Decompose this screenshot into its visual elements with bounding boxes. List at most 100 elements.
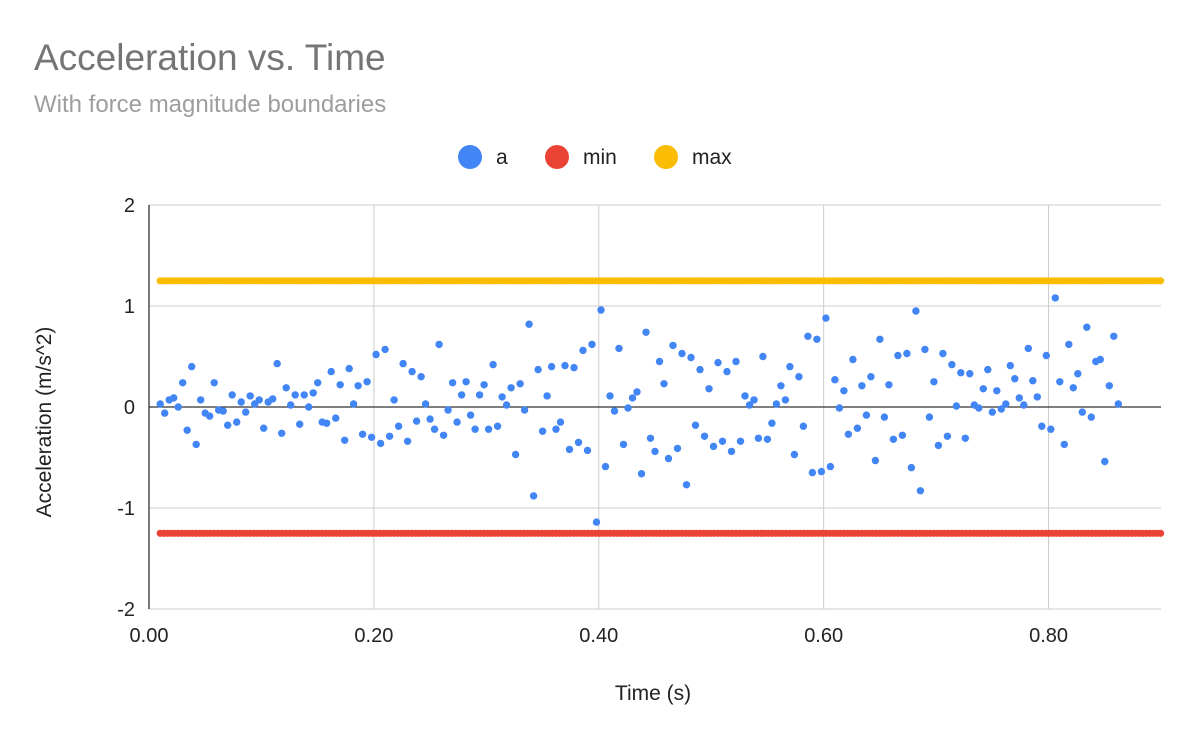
- point-a: [323, 419, 331, 427]
- point-a: [287, 401, 295, 409]
- point-a: [817, 467, 826, 476]
- point-a: [1006, 361, 1014, 370]
- point-a: [772, 400, 781, 408]
- point-a: [188, 362, 196, 371]
- chart-title: Acceleration vs. Time: [34, 37, 386, 78]
- axes: [148, 205, 1161, 609]
- grid: [149, 204, 1161, 610]
- point-a: [475, 391, 484, 399]
- point-a: [1002, 400, 1010, 408]
- series-min: [156, 529, 1165, 537]
- x-tick-label: 0.40: [579, 625, 618, 647]
- y-tick-label: -1: [117, 498, 135, 520]
- point-a: [687, 353, 695, 362]
- point-a: [709, 442, 718, 451]
- point-a: [426, 415, 434, 423]
- point-a: [1065, 340, 1073, 349]
- point-a: [1051, 294, 1060, 302]
- point-a: [372, 350, 380, 359]
- point-a: [880, 413, 889, 421]
- point-a: [206, 412, 214, 420]
- point-a: [597, 306, 605, 314]
- point-a: [993, 387, 1001, 395]
- point-a: [444, 406, 452, 414]
- point-a: [538, 427, 547, 435]
- point-a: [790, 450, 799, 459]
- point-a: [579, 346, 587, 355]
- series-a: [156, 294, 1123, 526]
- point-a: [547, 362, 556, 371]
- point-a: [453, 418, 461, 426]
- point-a: [966, 370, 974, 378]
- point-a: [489, 360, 497, 369]
- point-a: [939, 349, 947, 358]
- point-a: [565, 445, 574, 454]
- point-a: [736, 437, 745, 445]
- point-a: [269, 395, 277, 403]
- point-a: [161, 409, 169, 417]
- point-a: [349, 400, 358, 408]
- point-a: [228, 391, 236, 399]
- point-a: [696, 365, 704, 374]
- point-a: [417, 373, 425, 381]
- point-a: [390, 396, 398, 404]
- point-a: [660, 380, 668, 388]
- point-a: [831, 376, 839, 384]
- point-a: [556, 418, 565, 426]
- point-a: [170, 394, 178, 402]
- point-a: [975, 404, 983, 412]
- point-a: [376, 439, 385, 448]
- point-a: [858, 382, 866, 390]
- point-a: [529, 492, 538, 500]
- point-a: [197, 396, 205, 404]
- x-tick-label: 0.80: [1029, 625, 1068, 647]
- point-a: [624, 404, 632, 412]
- point-a: [327, 367, 335, 376]
- point-a: [1083, 323, 1091, 331]
- point-a: [394, 422, 403, 430]
- point-a: [835, 404, 844, 412]
- point-a: [255, 396, 263, 404]
- point-a: [305, 403, 313, 411]
- point-a: [543, 392, 551, 400]
- point-a: [907, 463, 916, 472]
- point-a: [282, 384, 290, 392]
- point-a: [610, 407, 619, 415]
- point-a: [984, 365, 992, 374]
- point-a: [898, 431, 907, 439]
- y-tick-label: -2: [117, 599, 135, 621]
- point-a: [336, 381, 344, 389]
- point-a: [723, 367, 731, 376]
- point-a: [552, 425, 560, 433]
- point-a: [768, 419, 776, 427]
- point-a: [381, 345, 389, 354]
- point-a: [1069, 384, 1078, 392]
- legend-label-max: max: [692, 146, 732, 169]
- point-a: [466, 411, 475, 419]
- point-a: [633, 388, 641, 396]
- point-a: [606, 392, 614, 400]
- point-a: [296, 420, 304, 428]
- point-min: [1157, 529, 1165, 537]
- point-a: [314, 379, 322, 387]
- point-a: [826, 462, 835, 471]
- point-a: [642, 328, 650, 336]
- point-a: [367, 433, 376, 441]
- point-a: [192, 440, 200, 449]
- point-a: [948, 360, 956, 369]
- point-a: [808, 468, 817, 477]
- point-a: [1011, 375, 1019, 383]
- point-a: [233, 418, 241, 426]
- legend-marker-a: [458, 145, 482, 169]
- point-a: [952, 402, 961, 410]
- point-a: [691, 421, 700, 429]
- point-a: [156, 400, 164, 408]
- point-a: [574, 438, 583, 447]
- point-a: [498, 393, 506, 401]
- point-a: [732, 357, 740, 366]
- point-a: [903, 349, 911, 358]
- point-a: [278, 429, 286, 437]
- point-a: [354, 382, 362, 390]
